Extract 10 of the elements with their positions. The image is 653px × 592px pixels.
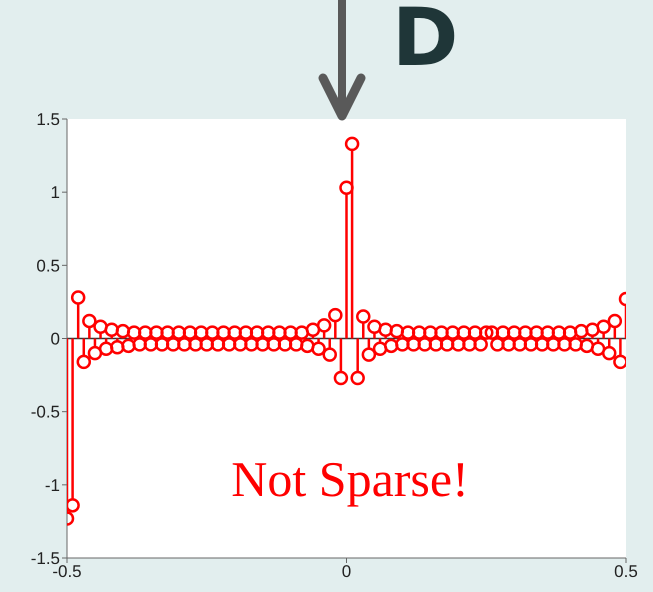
x-tick-label: 0.5 xyxy=(614,562,638,582)
x-tick-label: 0 xyxy=(342,562,352,582)
text: D xyxy=(392,0,458,84)
y-tick-label: -0.5 xyxy=(30,402,60,422)
y-tick-label: -1 xyxy=(44,476,60,495)
y-tick-label: -1.5 xyxy=(30,549,60,568)
y-tick-label: 0 xyxy=(50,330,60,349)
y-tick-label: 1 xyxy=(50,183,60,202)
y-tick-label: 1.5 xyxy=(36,110,60,130)
y-tick-label: 0.5 xyxy=(36,256,60,276)
